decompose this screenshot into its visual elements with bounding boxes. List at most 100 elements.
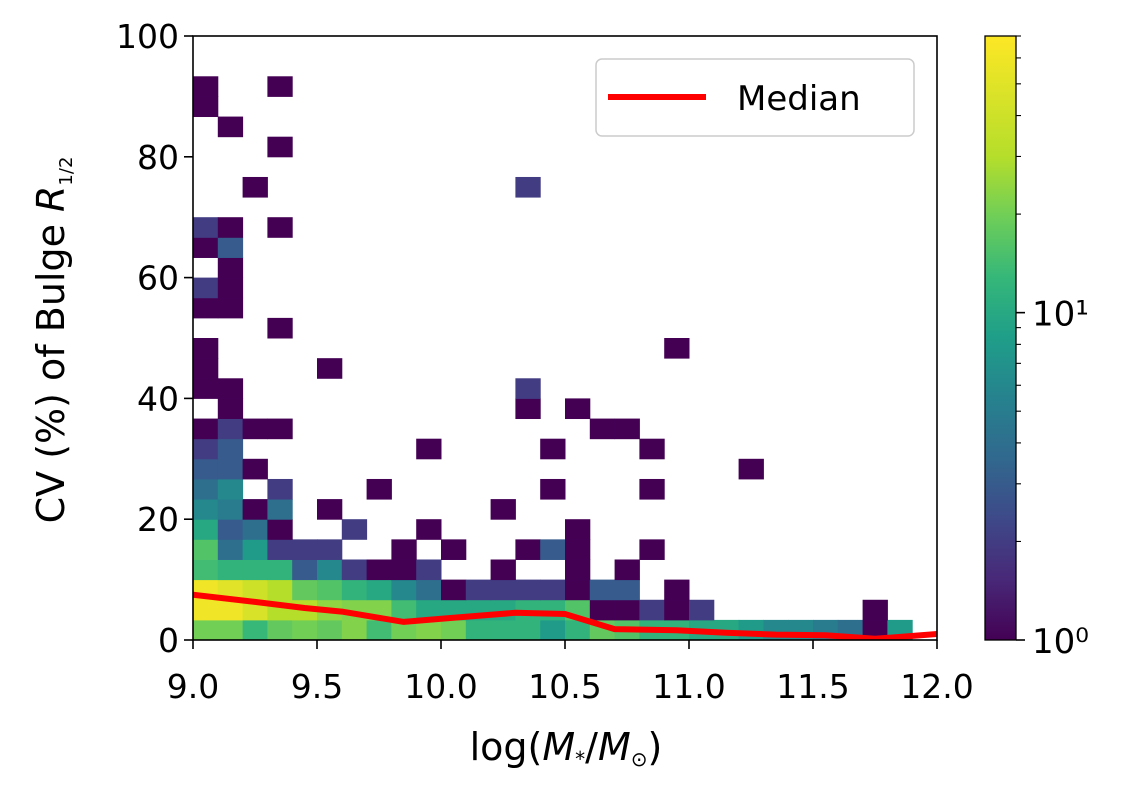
heatmap-cell — [441, 619, 467, 640]
heatmap-cell — [317, 499, 343, 520]
heatmap-cell — [391, 559, 417, 581]
heatmap-cell — [515, 619, 541, 640]
heatmap-cell — [267, 478, 293, 500]
heatmap-cell — [639, 539, 665, 560]
heatmap-cell — [416, 559, 442, 581]
heatmap-cell — [242, 579, 268, 601]
heatmap-cell — [416, 519, 442, 540]
heatmap-cell — [267, 217, 293, 238]
heatmap-cell — [317, 579, 343, 601]
heatmap-cell — [267, 317, 293, 339]
y-axis-label: CV (%) of Bulge R1/2 — [29, 157, 77, 524]
heatmap-cell — [565, 519, 591, 540]
heatmap-cell — [391, 539, 417, 560]
heatmap-cell — [862, 599, 888, 621]
heatmap-cell — [193, 358, 219, 379]
heatmap-cell — [217, 277, 244, 299]
heatmap-cell — [267, 136, 293, 158]
y-tick-label: 40 — [137, 379, 179, 418]
heatmap-cell — [490, 579, 516, 601]
heatmap-cell — [193, 277, 219, 299]
heatmap-cell — [515, 579, 541, 601]
colorbar-ticks: 10⁰ 10¹ — [1016, 35, 1089, 662]
heatmap-cell — [217, 579, 244, 601]
heatmap-cell — [490, 619, 516, 640]
heatmap-cell — [217, 599, 244, 621]
heatmap-cell — [217, 458, 244, 480]
heatmap-cell — [217, 378, 244, 399]
heatmap-cell — [639, 438, 665, 460]
heatmap-cell — [614, 559, 640, 581]
heatmap-cell — [540, 579, 566, 601]
heatmap-cell — [292, 539, 318, 560]
heatmap-cell — [193, 599, 219, 621]
heatmap-cell — [366, 579, 392, 601]
heatmap-cell — [738, 458, 764, 480]
heatmap-cell — [217, 257, 244, 279]
x-axis-ticks: 9.0 9.5 10.0 10.5 11.0 11.5 12.0 — [167, 640, 974, 706]
heatmap-cell — [515, 398, 541, 420]
heatmap-cell — [565, 619, 591, 640]
x-tick-label: 9.0 — [167, 667, 219, 706]
heatmap-cells — [193, 76, 913, 640]
heatmap-cell — [565, 539, 591, 560]
colorbar: 10⁰ 10¹ — [984, 35, 1089, 662]
x-tick-label: 11.5 — [776, 667, 849, 706]
heatmap-cell — [292, 559, 318, 581]
heatmap-cell — [441, 579, 467, 601]
heatmap-cell — [366, 478, 392, 500]
heatmap-cell — [242, 539, 268, 560]
heatmap-cell — [217, 237, 244, 258]
heatmap-cell — [515, 539, 541, 560]
heatmap-cell — [540, 619, 566, 640]
heatmap-cell — [217, 619, 244, 640]
heatmap-cell — [267, 579, 293, 601]
heatmap-cell — [540, 478, 566, 500]
heatmap-cell — [738, 619, 764, 640]
x-tick-label: 10.0 — [404, 667, 477, 706]
heatmap-cell — [193, 478, 219, 500]
heatmap-cell — [589, 599, 616, 621]
y-tick-label: 100 — [116, 17, 179, 56]
heatmap-cell — [267, 519, 293, 540]
heatmap-cell — [242, 176, 268, 198]
heatmap-cell — [292, 619, 318, 640]
heatmap-cell — [242, 519, 268, 540]
heatmap-cell — [490, 559, 516, 581]
heatmap-cell — [317, 559, 343, 581]
heatmap-cell — [540, 539, 566, 560]
heatmap-cell — [341, 579, 368, 601]
heatmap-cell — [217, 519, 244, 540]
heatmap-cell — [391, 579, 417, 601]
heatmap-cell — [565, 398, 591, 420]
heatmap-cell — [540, 438, 566, 460]
heatmap-cell — [193, 418, 219, 440]
heatmap-cell — [490, 499, 516, 520]
heatmap-cell — [193, 438, 219, 460]
heatmap-cell — [614, 599, 640, 621]
heatmap-cell — [341, 559, 368, 581]
heatmap-cell — [614, 579, 640, 601]
heatmap-cell — [341, 619, 368, 640]
heatmap-cell — [664, 338, 690, 359]
heatmap-cell — [242, 499, 268, 520]
x-tick-label: 9.5 — [291, 667, 343, 706]
heatmap-cell — [565, 559, 591, 581]
heatmap-cell — [565, 579, 591, 601]
heatmap-cell — [242, 418, 268, 440]
heatmap-cell — [267, 418, 293, 440]
heatmap-cell — [267, 559, 293, 581]
heatmap-cell — [391, 619, 417, 640]
heatmap-cell — [664, 599, 690, 621]
heatmap-cell — [366, 559, 392, 581]
heatmap-cell — [193, 539, 219, 560]
legend-median-label: Median — [737, 79, 861, 119]
heatmap-cell — [664, 579, 690, 601]
heatmap-cell — [193, 76, 219, 97]
x-tick-label: 10.5 — [528, 667, 601, 706]
x-tick-label: 11.0 — [652, 667, 725, 706]
heatmap-cell — [217, 217, 244, 238]
heatmap-cell — [416, 619, 442, 640]
heatmap-cell — [217, 116, 244, 138]
y-tick-label: 0 — [158, 621, 179, 660]
